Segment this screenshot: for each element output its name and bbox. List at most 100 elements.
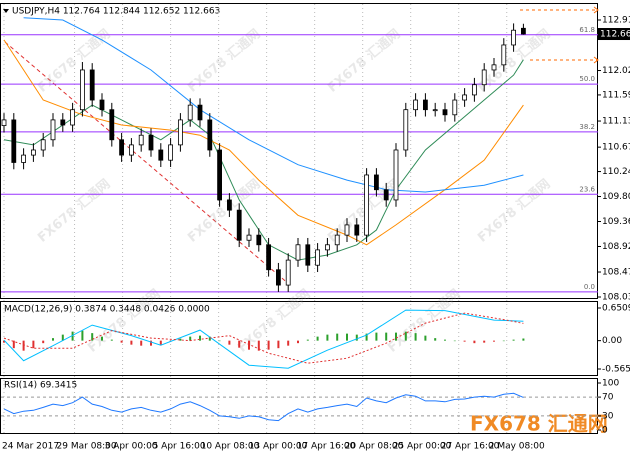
y-tick-label: 112.020 [602,66,630,76]
candle-body [119,139,124,156]
macd-bar [297,340,299,344]
indicator-line [3,392,524,422]
indicator-line [3,312,524,364]
macd-bar [12,340,15,349]
y-tick-label: 70 [602,393,614,403]
candle-body [70,109,75,126]
candle-body [315,249,321,266]
macd-bar [208,336,211,341]
candle-body [21,154,27,163]
candle-body [452,99,458,116]
indicator-line [3,59,524,261]
macd-bar [189,336,192,341]
indicator-line [23,17,524,193]
y-tick-label: 108.030 [602,293,630,303]
candle-body [334,234,340,246]
macd-bar [414,333,417,341]
macd-bar [395,332,397,341]
macd-bar [512,339,515,341]
main-panel [0,3,598,299]
candle-body [246,234,252,241]
candle-body [481,69,487,86]
x-tick-label: 13 Apr 00:00 [249,442,308,452]
menu-icon [3,9,9,13]
rsi-label: RSI(14) 69.3415 [4,381,77,391]
candle-body [11,119,17,163]
macd-bar [493,340,495,342]
macd-bar [140,340,143,346]
candle-body [60,119,66,126]
candle-body [109,109,115,141]
macd-bar [52,338,54,341]
macd-bar [101,336,103,341]
candle-body [393,149,399,201]
candle-body [491,64,497,71]
macd-bar [444,339,446,341]
macd-bar [434,338,437,341]
candle-body [197,104,203,121]
macd-bar [502,340,505,342]
macd-bar [257,340,260,351]
candle-body [266,244,272,271]
y-tick-label: 0.6509 [602,304,630,314]
macd-bar [228,340,231,345]
macd-bar [522,338,525,341]
candle-body [275,269,281,286]
candle-body [226,199,232,211]
x-tick-label: 10 Apr 08:00 [201,442,260,452]
macd-bar [150,340,152,346]
macd-bar [463,340,466,342]
candle-body [217,149,223,201]
candle-body [158,149,164,161]
candle-body [128,144,134,156]
logo: FX678 汇通网 [470,412,608,436]
macd-bar [277,340,280,349]
macd-bar [326,334,329,341]
candle-body [256,234,262,246]
y-tick-label: 110.240 [602,167,630,177]
y-tick-label: 0.00 [602,336,622,346]
macd-bar [42,340,45,344]
candle-body [324,244,330,251]
x-tick-label: 2 May 08:00 [489,442,545,452]
current-price-box [598,28,630,41]
candle-body [138,134,144,146]
y-tick-label: 108.920 [602,242,630,252]
indicator-line [3,39,524,246]
candle-body [383,189,389,201]
macd-bar [130,340,133,345]
candle-body [364,174,370,236]
y-tick-label: 110.670 [602,143,630,153]
candle-body [501,44,507,66]
candle-body [207,119,213,151]
macd-bar [306,339,309,341]
candle-body [403,109,409,151]
macd-bar [199,335,201,341]
candle-body [285,259,291,286]
x-tick-label: 5 Apr 16:00 [153,442,206,452]
fib-label: 50.0 [579,75,595,83]
macd-bar [483,340,486,343]
x-tick-label: 29 Mar 08:00 [57,442,117,452]
candle-body [80,69,85,111]
fib-label: 0.0 [584,283,595,291]
candle-body [236,209,242,241]
candle-body [471,84,477,96]
candle-body [305,244,311,266]
macd-bar [159,340,162,345]
candle-body [177,119,183,146]
macd-bar [179,338,182,341]
macd-bar [218,340,221,342]
macd-bar [473,340,476,344]
macd-bar [404,331,407,341]
macd-bar [3,340,5,343]
candle-body [354,224,360,236]
x-tick-label: 27 Apr 16:00 [441,442,500,452]
candle-body [373,174,379,191]
candle-body [40,139,46,151]
macd-bar [120,340,123,343]
x-tick-label: 24 Mar 2017 [2,442,59,452]
y-tick-label: 109.360 [602,217,630,227]
macd-bar [110,339,113,341]
candle-body [344,224,350,236]
